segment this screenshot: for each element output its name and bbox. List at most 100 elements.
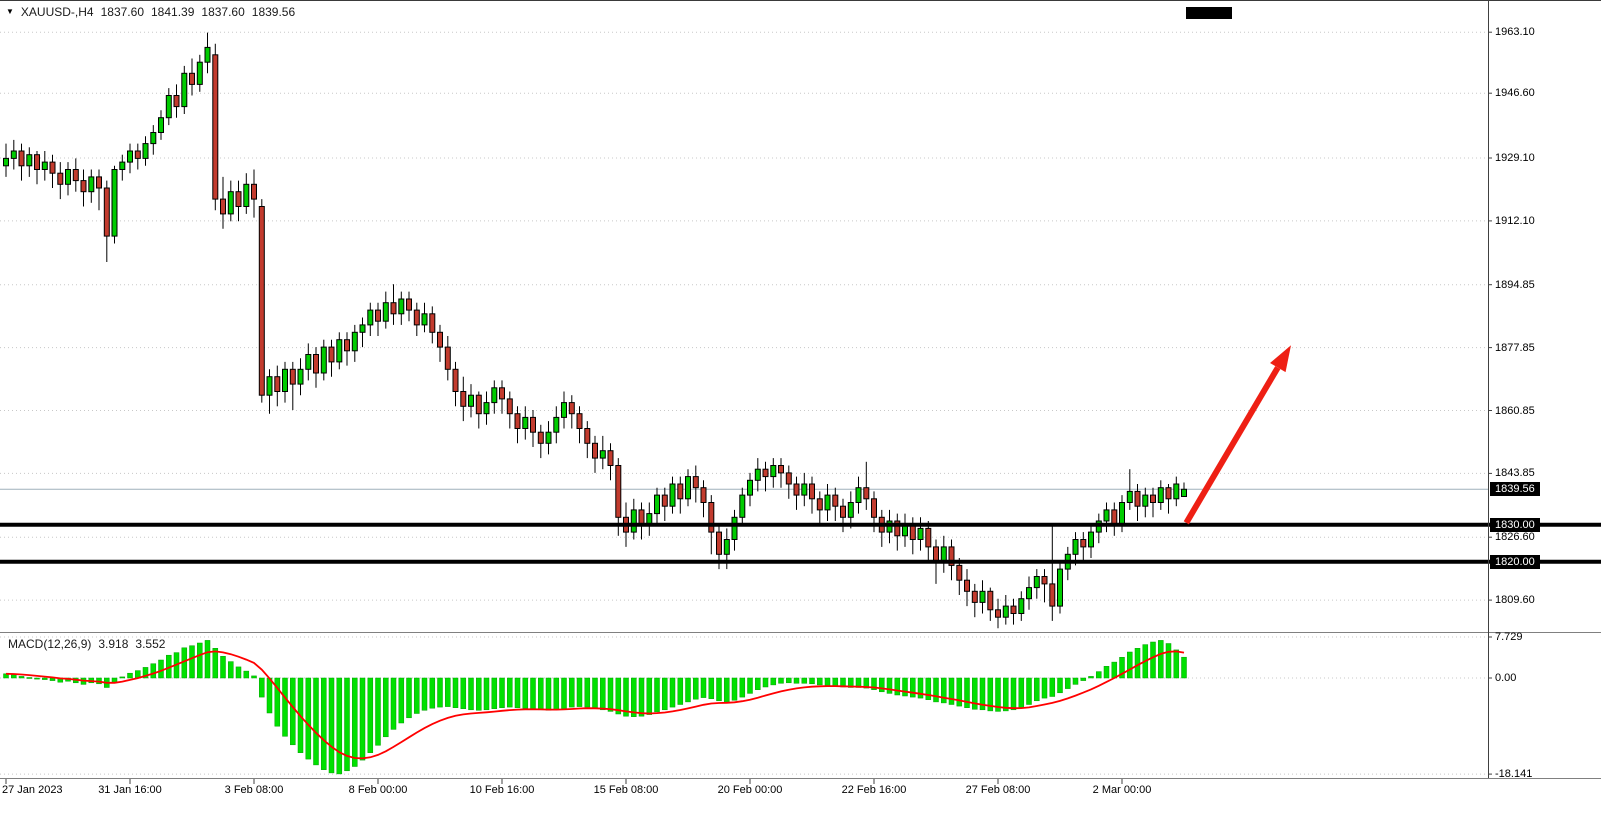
macd-bar bbox=[824, 677, 831, 686]
candle bbox=[956, 558, 963, 595]
macd-bar bbox=[600, 677, 606, 711]
macd-bar bbox=[11, 674, 17, 679]
candle bbox=[561, 391, 567, 429]
macd-bar bbox=[1096, 671, 1102, 679]
candle bbox=[599, 435, 606, 470]
macd-bar bbox=[352, 677, 358, 767]
top-right-object-marker bbox=[1186, 7, 1232, 19]
macd-axis-label: 0.00 bbox=[1495, 672, 1517, 684]
macd-bar bbox=[305, 677, 312, 760]
candle bbox=[127, 143, 133, 174]
macd-bar bbox=[747, 677, 753, 694]
macd-bar bbox=[452, 677, 459, 708]
candle bbox=[855, 476, 862, 514]
macd-bar bbox=[344, 677, 350, 772]
candle bbox=[406, 291, 412, 322]
candle bbox=[258, 199, 265, 403]
trend-arrow-head bbox=[1270, 345, 1291, 373]
trend-arrow[interactable] bbox=[1183, 345, 1291, 525]
time-axis-label: 10 Feb 16:00 bbox=[469, 784, 535, 796]
candle bbox=[1095, 513, 1102, 544]
candles-layer bbox=[3, 32, 1187, 629]
candle bbox=[165, 88, 172, 126]
candle bbox=[18, 143, 25, 181]
macd-bar bbox=[979, 677, 986, 711]
macd-bar bbox=[282, 677, 288, 737]
macd-bar bbox=[700, 677, 707, 698]
macd-bar bbox=[507, 677, 513, 708]
macd-bar bbox=[460, 677, 467, 709]
macd-bar bbox=[902, 677, 908, 697]
time-axis-label: 31 Jan 16:00 bbox=[98, 784, 162, 796]
macd-bar bbox=[941, 677, 947, 704]
macd-bar bbox=[739, 677, 746, 698]
candle bbox=[770, 458, 777, 488]
macd-bar bbox=[491, 677, 498, 709]
macd-bar bbox=[662, 677, 668, 711]
candle bbox=[382, 291, 389, 329]
macd-bar bbox=[762, 677, 769, 688]
trend-arrow-shaft bbox=[1183, 366, 1281, 525]
macd-bar bbox=[189, 645, 195, 679]
macd-bar bbox=[871, 677, 877, 690]
macd-bar bbox=[150, 663, 157, 679]
hline-price-label: 1830.00 bbox=[1490, 517, 1540, 532]
macd-bar bbox=[290, 677, 296, 746]
candle bbox=[964, 569, 970, 607]
time-axis-label: 20 Feb 00:00 bbox=[717, 784, 783, 796]
candle bbox=[1142, 487, 1149, 518]
candle bbox=[685, 469, 691, 507]
candle bbox=[158, 110, 164, 140]
macd-bar bbox=[910, 677, 916, 698]
time-axis-label: 27 Jan 2023 bbox=[2, 784, 63, 796]
candle bbox=[499, 380, 505, 414]
macd-bar bbox=[646, 677, 653, 715]
macd-bar bbox=[1088, 676, 1094, 679]
candle bbox=[483, 391, 490, 425]
macd-bar bbox=[545, 677, 552, 711]
candle bbox=[971, 583, 978, 618]
macd-bar bbox=[359, 677, 366, 761]
macd-bar bbox=[499, 677, 505, 708]
macd-bar bbox=[623, 677, 629, 717]
time-axis-label: 22 Feb 16:00 bbox=[841, 784, 907, 796]
candle bbox=[1165, 484, 1172, 514]
candle bbox=[592, 435, 598, 473]
macd-bar bbox=[235, 666, 242, 679]
candle bbox=[832, 487, 839, 521]
macd-bar bbox=[832, 677, 839, 687]
macd-bar bbox=[933, 677, 939, 703]
price-axis-label: 1843.85 bbox=[1495, 467, 1535, 480]
candle bbox=[1057, 561, 1063, 614]
candle bbox=[297, 358, 304, 396]
candle bbox=[196, 54, 203, 92]
candle bbox=[778, 458, 784, 488]
candle bbox=[514, 406, 521, 444]
symbol-marker-icon[interactable]: ▼ bbox=[6, 7, 14, 16]
candle bbox=[88, 169, 95, 203]
candle bbox=[336, 332, 343, 370]
macd-bar bbox=[987, 677, 994, 712]
macd-bar bbox=[243, 670, 250, 679]
candle bbox=[142, 136, 149, 166]
macd-bar bbox=[18, 676, 25, 679]
macd-bar bbox=[778, 677, 784, 684]
candle bbox=[398, 291, 405, 325]
chart-ohlc-header: ▼ XAUUSD-,H4 1837.60 1841.39 1837.60 183… bbox=[6, 5, 295, 19]
candle bbox=[320, 339, 327, 381]
macd-bar bbox=[321, 677, 327, 770]
macd-bar bbox=[685, 677, 691, 703]
candle bbox=[344, 332, 350, 366]
macd-bar bbox=[522, 677, 529, 709]
candle bbox=[824, 484, 831, 521]
candle bbox=[189, 58, 195, 96]
candle bbox=[661, 487, 668, 521]
price-axis[interactable]: 1963.10 1946.60 1929.10 1912.10 1894.85 1877.… bbox=[1489, 0, 1601, 800]
macd-signal-value: 3.552 bbox=[135, 637, 166, 651]
time-axis[interactable]: 27 Jan 2023 31 Jan 16:00 3 Feb 08:00 8 Feb … bbox=[0, 781, 1488, 803]
candle bbox=[1150, 487, 1156, 518]
time-axis-label: 27 Feb 08:00 bbox=[965, 784, 1031, 796]
price-axis-label: 1877.85 bbox=[1495, 341, 1535, 354]
candle bbox=[57, 162, 64, 200]
